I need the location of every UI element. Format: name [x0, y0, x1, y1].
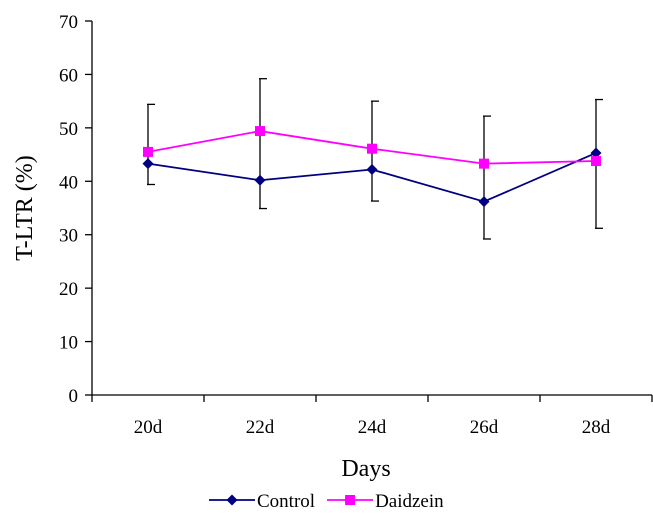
y-axis-ticks: 0 10 20 30 40 50 60 70 [59, 12, 92, 407]
data-point-daidzein [591, 155, 601, 166]
error-bars [147, 78, 603, 240]
data-point-daidzein [143, 146, 153, 157]
data-point-control [366, 164, 378, 176]
legend-label-daidzein: Daidzein [375, 491, 444, 512]
y-tick-label: 30 [59, 226, 78, 247]
legend-label-control: Control [257, 491, 315, 512]
y-tick-label: 20 [59, 279, 78, 300]
y-tick-label: 60 [59, 65, 78, 86]
y-tick-label: 10 [59, 333, 78, 354]
data-point-control [478, 196, 490, 208]
x-tick-label: 24d [358, 417, 387, 438]
chart-axes [91, 21, 652, 396]
data-point-daidzein [479, 158, 489, 169]
x-axis-ticks: 20d 22d 24d 26d 28d [91, 395, 653, 438]
chart-legend: Control Daidzein [209, 491, 444, 512]
series-markers [142, 126, 602, 208]
data-point-control [590, 147, 602, 159]
legend-marker-daidzein [345, 495, 356, 505]
x-tick-label: 20d [134, 417, 163, 438]
y-tick-label: 70 [59, 12, 78, 33]
legend-marker-control [226, 494, 238, 506]
x-tick-label: 26d [470, 417, 499, 438]
data-point-control [254, 174, 266, 186]
y-tick-label: 0 [69, 386, 79, 407]
y-tick-label: 40 [59, 172, 78, 193]
x-axis-title: Days [341, 456, 390, 482]
y-tick-label: 50 [59, 119, 78, 140]
x-tick-label: 22d [246, 417, 275, 438]
y-axis-title: T-LTR (%) [12, 155, 38, 261]
data-point-control [142, 158, 154, 170]
data-point-daidzein [255, 126, 265, 137]
data-point-daidzein [367, 143, 377, 154]
x-tick-label: 28d [582, 417, 611, 438]
